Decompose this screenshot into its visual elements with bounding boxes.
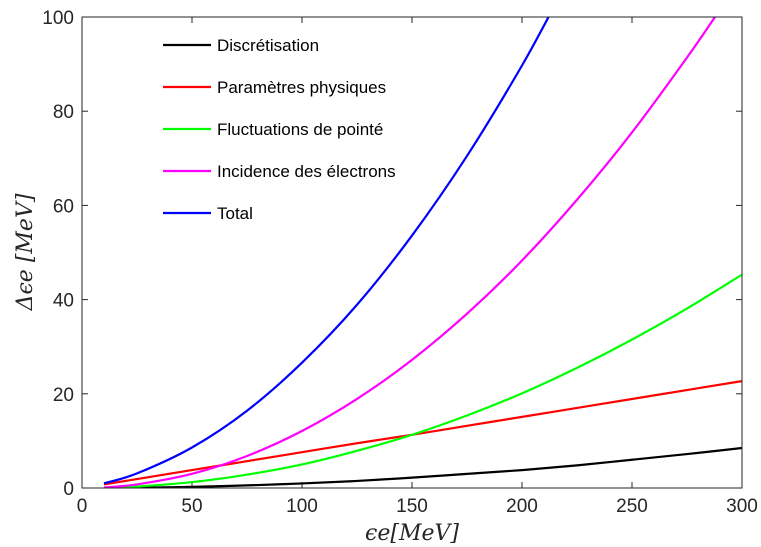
legend: Discrétisation Paramètres physiques Fluctu…: [163, 36, 396, 223]
x-tick-label: 0: [77, 496, 88, 517]
axis-ticks: 0 50 100 150 200 250 300 0 20 40 60 80 100: [42, 8, 758, 517]
x-tick-label: 150: [396, 496, 428, 517]
x-tick-label: 200: [506, 496, 538, 517]
legend-label-total: Total: [217, 204, 253, 223]
plot-frame: [81, 16, 743, 489]
y-tick-label: 60: [53, 196, 74, 217]
legend-label-parametres-physiques: Paramètres physiques: [217, 78, 386, 97]
y-tick-label: 80: [53, 102, 74, 123]
y-tick-label: 40: [53, 291, 74, 312]
x-tick-label: 300: [726, 496, 758, 517]
legend-label-discretisation: Discrétisation: [217, 36, 319, 55]
y-tick-label: 20: [53, 385, 74, 406]
y-tick-label: 100: [42, 8, 74, 29]
series-line-parametres-physiques: [103, 379, 742, 486]
series-line-fluctuations-de-pointe: [103, 273, 742, 488]
x-tick-label: 100: [286, 496, 318, 517]
x-tick-label: 50: [181, 496, 202, 517]
x-axis-label: ϵe[MeV]: [365, 521, 459, 546]
legend-label-incidence-des-electrons: Incidence des électrons: [217, 162, 396, 181]
legend-label-fluctuations-de-pointe: Fluctuations de pointé: [217, 120, 383, 139]
series-lines: [103, 17, 742, 488]
y-axis-label: Δϵe [MeV]: [13, 193, 38, 311]
series-line-total: [103, 17, 550, 485]
y-tick-label: 0: [63, 479, 74, 500]
x-tick-label: 250: [616, 496, 648, 517]
series-line-incidence-des-electrons: [103, 17, 717, 488]
series-line-discretisation: [103, 446, 742, 488]
